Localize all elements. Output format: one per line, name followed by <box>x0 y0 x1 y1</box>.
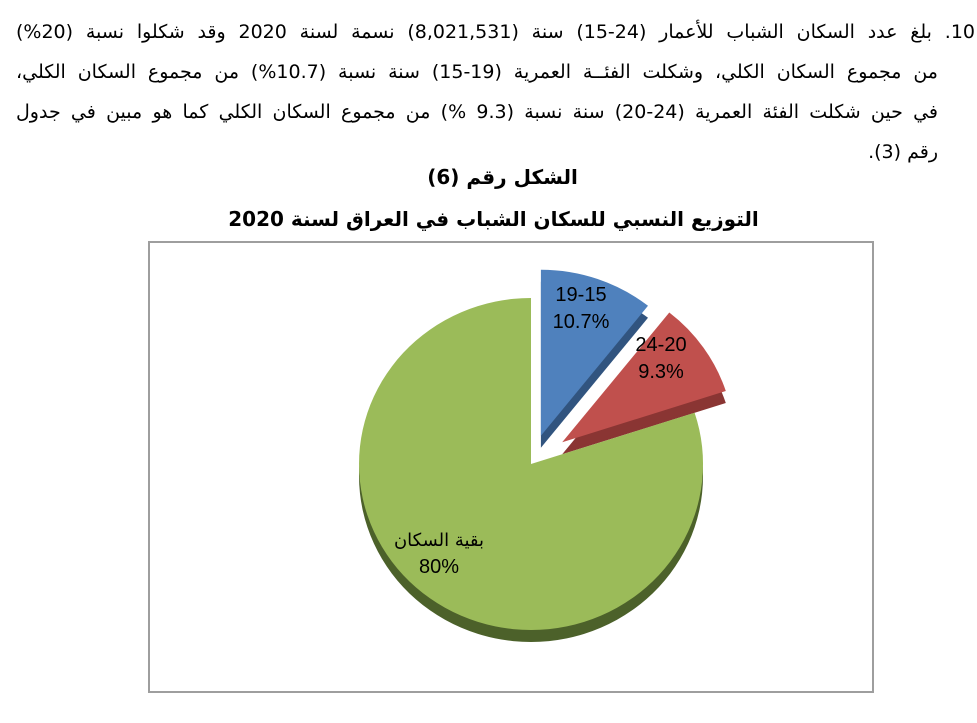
paragraph-line-3: في حين شكلت الفئة العمرية (24-20) سنة نس… <box>16 101 938 123</box>
paragraph-line-1: 10. بلغ عدد السكان الشباب للأعمار (24-15… <box>16 21 975 43</box>
body-paragraph: 10. بلغ عدد السكان الشباب للأعمار (24-15… <box>0 12 977 172</box>
slice-range-label-15-19: 19-15 <box>555 284 607 306</box>
pie-chart: 19-15 10.7% 24-20 9.3% بقية السكان 80% <box>148 241 874 693</box>
pie-slice-age-15-19 <box>540 269 648 436</box>
pie-svg <box>359 269 726 642</box>
slice-pct-label-20-24: 9.3% <box>638 361 684 383</box>
paragraph-line-4: رقم (3). <box>868 141 938 163</box>
slice-pct-label-15-19: 10.7% <box>552 311 610 333</box>
pie-slice-rest-of-population <box>359 298 704 630</box>
slice-range-label-20-24: 24-20 <box>635 334 687 356</box>
figure-caption: الشكل رقم (6) <box>427 165 578 189</box>
pie-slice-age-20-24 <box>562 312 726 443</box>
slice-pct-label-rest-population: 80% <box>418 556 460 578</box>
slice-label-0: 19-15 10.7% <box>553 282 610 336</box>
slice-label-2: بقية السكان 80% <box>394 527 484 581</box>
slice-label-rest-population: بقية السكان <box>393 530 485 551</box>
chart-title: التوزيع النسبي للسكان الشباب في العراق ل… <box>228 207 759 231</box>
slice-label-1: 24-20 9.3% <box>635 332 686 386</box>
paragraph-line-2: من مجموع السكان الكلي، وشكلت الفئــة الع… <box>16 61 938 83</box>
